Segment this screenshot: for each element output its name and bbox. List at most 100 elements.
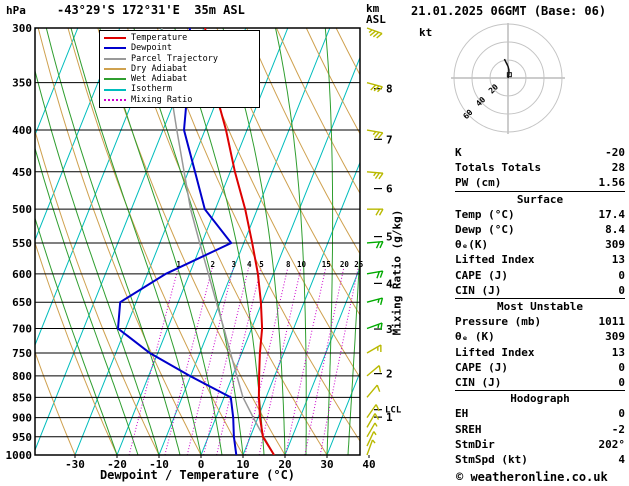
km-axis-unit: km ASL: [366, 2, 386, 26]
table-row: Pressure (mb) 1011: [455, 314, 625, 329]
table-value: 1011: [598, 315, 626, 329]
table-value: 8.4: [605, 223, 625, 237]
table-label: StmSpd (kt): [455, 453, 528, 467]
legend-swatch: [104, 78, 126, 81]
legend-item: Isotherm: [104, 84, 255, 94]
table-value: 0: [618, 268, 625, 282]
table-row: Dewp (°C) 8.4: [455, 222, 625, 237]
legend-swatch: [104, 68, 126, 71]
svg-text:700: 700: [12, 323, 32, 336]
table-label: CIN (J): [455, 376, 502, 390]
svg-text:5: 5: [259, 260, 264, 269]
svg-text:350: 350: [12, 77, 32, 90]
table-value: 0: [618, 360, 625, 374]
table-value: 13: [611, 345, 625, 359]
table-label: CAPE (J): [455, 268, 508, 282]
svg-text:0: 0: [198, 458, 205, 471]
svg-text:5: 5: [386, 231, 393, 244]
table-label: StmDir: [455, 437, 495, 451]
svg-text:550: 550: [12, 237, 32, 250]
hodograph-trace: [503, 58, 510, 79]
plot-border: [34, 27, 361, 456]
svg-text:850: 850: [12, 391, 32, 404]
legend-item: Wet Adiabat: [104, 74, 255, 84]
storm-motion-marker: [506, 72, 512, 78]
indices-table: K -20 Totals Totals 28 PW (cm) 1.56 Surface Tem…: [455, 145, 625, 467]
table-label: Lifted Index: [455, 345, 535, 359]
table-label: θₑ(K): [455, 238, 489, 252]
svg-text:2: 2: [210, 260, 215, 269]
temp-axis-labels: -30 -20 -10 0 10 20 30 40: [65, 458, 376, 471]
legend-label: Dewpoint: [131, 43, 172, 54]
table-section-header: Hodograph: [455, 390, 625, 406]
svg-text:15: 15: [322, 260, 331, 269]
table-row: θₑ(K) 309: [455, 237, 625, 252]
mixing-ratio-axis-title: Mixing Ratio (g/kg): [390, 209, 404, 336]
svg-text:30: 30: [320, 458, 333, 471]
table-value: 4: [618, 453, 625, 467]
table-row: K -20: [455, 145, 625, 160]
table-value: 28: [611, 161, 625, 175]
table-row: CAPE (J) 0: [455, 360, 625, 375]
svg-text:750: 750: [12, 347, 32, 360]
legend-swatch: [104, 57, 126, 60]
svg-text:8: 8: [286, 260, 291, 269]
svg-text:20: 20: [340, 260, 350, 269]
legend-label: Parcel Trajectory: [131, 53, 218, 64]
table-label: CAPE (J): [455, 360, 508, 374]
table-row: StmDir 202°: [455, 437, 625, 452]
km-axis: 1 2 3 4 5 6 7 8: [374, 83, 393, 424]
skewt-plot: 1 2 3 4 5 8 10 15 20 2530035040045050055060065070…: [6, 22, 402, 471]
table-value: 309: [605, 238, 625, 252]
wind-barbs: [366, 27, 384, 456]
svg-text:1: 1: [386, 411, 393, 424]
svg-text:-10: -10: [149, 458, 169, 471]
table-label: K: [455, 146, 462, 159]
legend-label: Isotherm: [131, 84, 172, 95]
table-row: EH 0: [455, 406, 625, 421]
curve-parcel-trajectory: [161, 28, 275, 455]
svg-text:650: 650: [12, 296, 32, 309]
svg-text:4: 4: [386, 277, 393, 290]
table-row: CIN (J) 0: [455, 283, 625, 298]
copyright: © weatheronline.co.uk: [456, 470, 608, 484]
table-section-header: Most Unstable: [455, 298, 625, 314]
svg-text:25: 25: [354, 260, 363, 269]
svg-text:10: 10: [236, 458, 249, 471]
table-value: 0: [618, 407, 625, 421]
svg-text:3: 3: [231, 260, 236, 269]
legend-item: Dewpoint: [104, 43, 255, 53]
svg-text:400: 400: [12, 124, 32, 137]
table-row: CAPE (J) 0: [455, 268, 625, 283]
svg-text:-30: -30: [65, 458, 85, 471]
table-row: Lifted Index 13: [455, 345, 625, 360]
mixing-ratio-labels: 1 2 3 4 5 8 10 15 20 25: [176, 260, 363, 269]
svg-text:1: 1: [176, 260, 181, 269]
legend-item: Temperature: [104, 33, 255, 43]
legend-swatch: [104, 37, 126, 40]
table-value: 202°: [598, 437, 626, 451]
svg-text:900: 900: [12, 412, 32, 425]
table-label: θₑ (K): [455, 330, 495, 344]
legend-label: Wet Adiabat: [131, 74, 188, 85]
table-label: EH: [455, 407, 469, 421]
legend-label: Mixing Ratio: [131, 94, 193, 105]
svg-text:3: 3: [386, 323, 393, 336]
datetime-header: 21.01.2025 06GMT (Base: 06): [411, 4, 607, 18]
hodograph-unit: kt: [419, 26, 433, 39]
svg-text:950: 950: [12, 431, 32, 444]
svg-text:1000: 1000: [6, 449, 33, 462]
sounding-curves: [116, 28, 275, 455]
table-section-header: Surface: [455, 190, 625, 207]
legend-item: Dry Adiabat: [104, 64, 255, 74]
table-value: 1.56: [598, 176, 626, 190]
legend-label: Temperature: [131, 33, 188, 43]
station-title: -43°29'S 172°31'E 35m ASL: [57, 3, 245, 17]
table-row: Totals Totals 28: [455, 160, 625, 175]
svg-text:10: 10: [297, 260, 307, 269]
table-label: Pressure (mb): [455, 315, 542, 329]
pressure-axis-labels: 300 350 400 450 500 550 600 650 700 750 800 850 900 9…: [6, 22, 33, 462]
svg-text:-20: -20: [107, 458, 127, 471]
